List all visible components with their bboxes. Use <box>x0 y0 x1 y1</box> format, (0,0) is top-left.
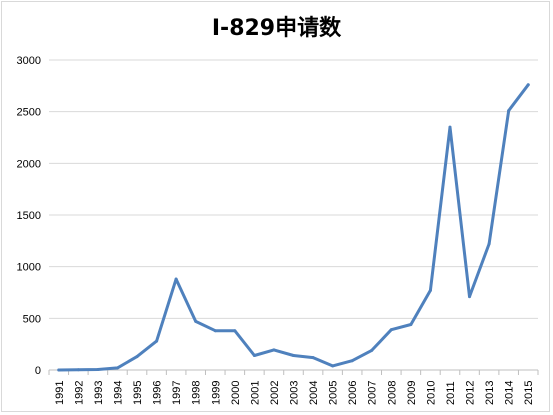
x-axis-ticks: 1991 1992 1993 1994 1995 1996 1997 1998 1999 2000… <box>48 370 539 405</box>
x-tick-label: 2007 <box>367 381 379 405</box>
series-group <box>57 83 530 372</box>
x-tick-label: 2011 <box>445 381 457 405</box>
x-tick-label: 1992 <box>73 381 85 405</box>
data-point <box>331 364 335 368</box>
data-point <box>389 328 393 332</box>
chart-title: I-829申请数 <box>211 16 342 41</box>
data-point <box>292 354 295 358</box>
data-point <box>487 242 491 246</box>
x-tick-label: 2000 <box>230 381 242 405</box>
x-tick-label: 1998 <box>191 381 203 405</box>
x-tick-label: 2006 <box>347 381 359 405</box>
x-tick-label: 1993 <box>93 381 105 405</box>
data-point <box>370 348 374 352</box>
y-tick-label: 2000 <box>17 158 41 170</box>
y-tick-label: 2500 <box>17 107 41 119</box>
x-tick-label: 2001 <box>249 381 261 405</box>
data-point <box>57 368 61 372</box>
data-point <box>135 355 139 359</box>
x-tick-label: 1995 <box>132 381 144 405</box>
data-point <box>233 329 237 333</box>
x-tick-label: 1991 <box>54 381 66 405</box>
x-tick-label: 1994 <box>112 381 124 405</box>
data-point <box>272 348 276 352</box>
x-tick-label: 2008 <box>386 381 398 405</box>
data-point <box>311 356 315 360</box>
x-tick-label: 2013 <box>484 381 496 405</box>
data-point <box>115 366 119 370</box>
y-tick-label: 500 <box>23 313 41 325</box>
data-point <box>213 329 217 333</box>
y-tick-label: 1500 <box>17 210 41 222</box>
x-tick-label: 1997 <box>171 381 183 405</box>
x-tick-label: 2015 <box>523 381 535 405</box>
y-tick-label: 0 <box>35 365 41 377</box>
data-point <box>76 368 80 372</box>
x-tick-label: 1999 <box>210 381 222 405</box>
data-point <box>409 323 413 327</box>
data-point <box>526 83 530 87</box>
x-tick-label: 2010 <box>425 381 437 405</box>
data-point <box>428 288 432 292</box>
data-point <box>155 339 159 343</box>
x-tick-label: 2004 <box>308 381 320 405</box>
x-tick-label: 2012 <box>465 381 477 405</box>
y-axis-ticks: 0 500 1000 1500 2000 2500 3000 <box>17 55 41 377</box>
data-point <box>194 319 198 323</box>
data-point <box>350 359 354 363</box>
data-point <box>507 109 511 113</box>
gridlines <box>49 59 538 371</box>
data-point <box>174 277 178 281</box>
x-tick-label: 2014 <box>504 381 516 405</box>
y-tick-label: 1000 <box>17 262 41 274</box>
x-tick-label: 2003 <box>289 381 301 405</box>
data-point <box>448 125 452 129</box>
x-tick-label: 2009 <box>406 381 418 405</box>
x-tick-label: 2005 <box>328 381 340 405</box>
y-tick-label: 3000 <box>17 55 41 67</box>
data-point <box>96 367 100 371</box>
data-point <box>252 354 256 358</box>
x-tick-label: 2002 <box>269 381 281 405</box>
data-point <box>468 295 472 299</box>
x-tick-label: 1996 <box>152 381 164 405</box>
series-line <box>57 83 530 372</box>
